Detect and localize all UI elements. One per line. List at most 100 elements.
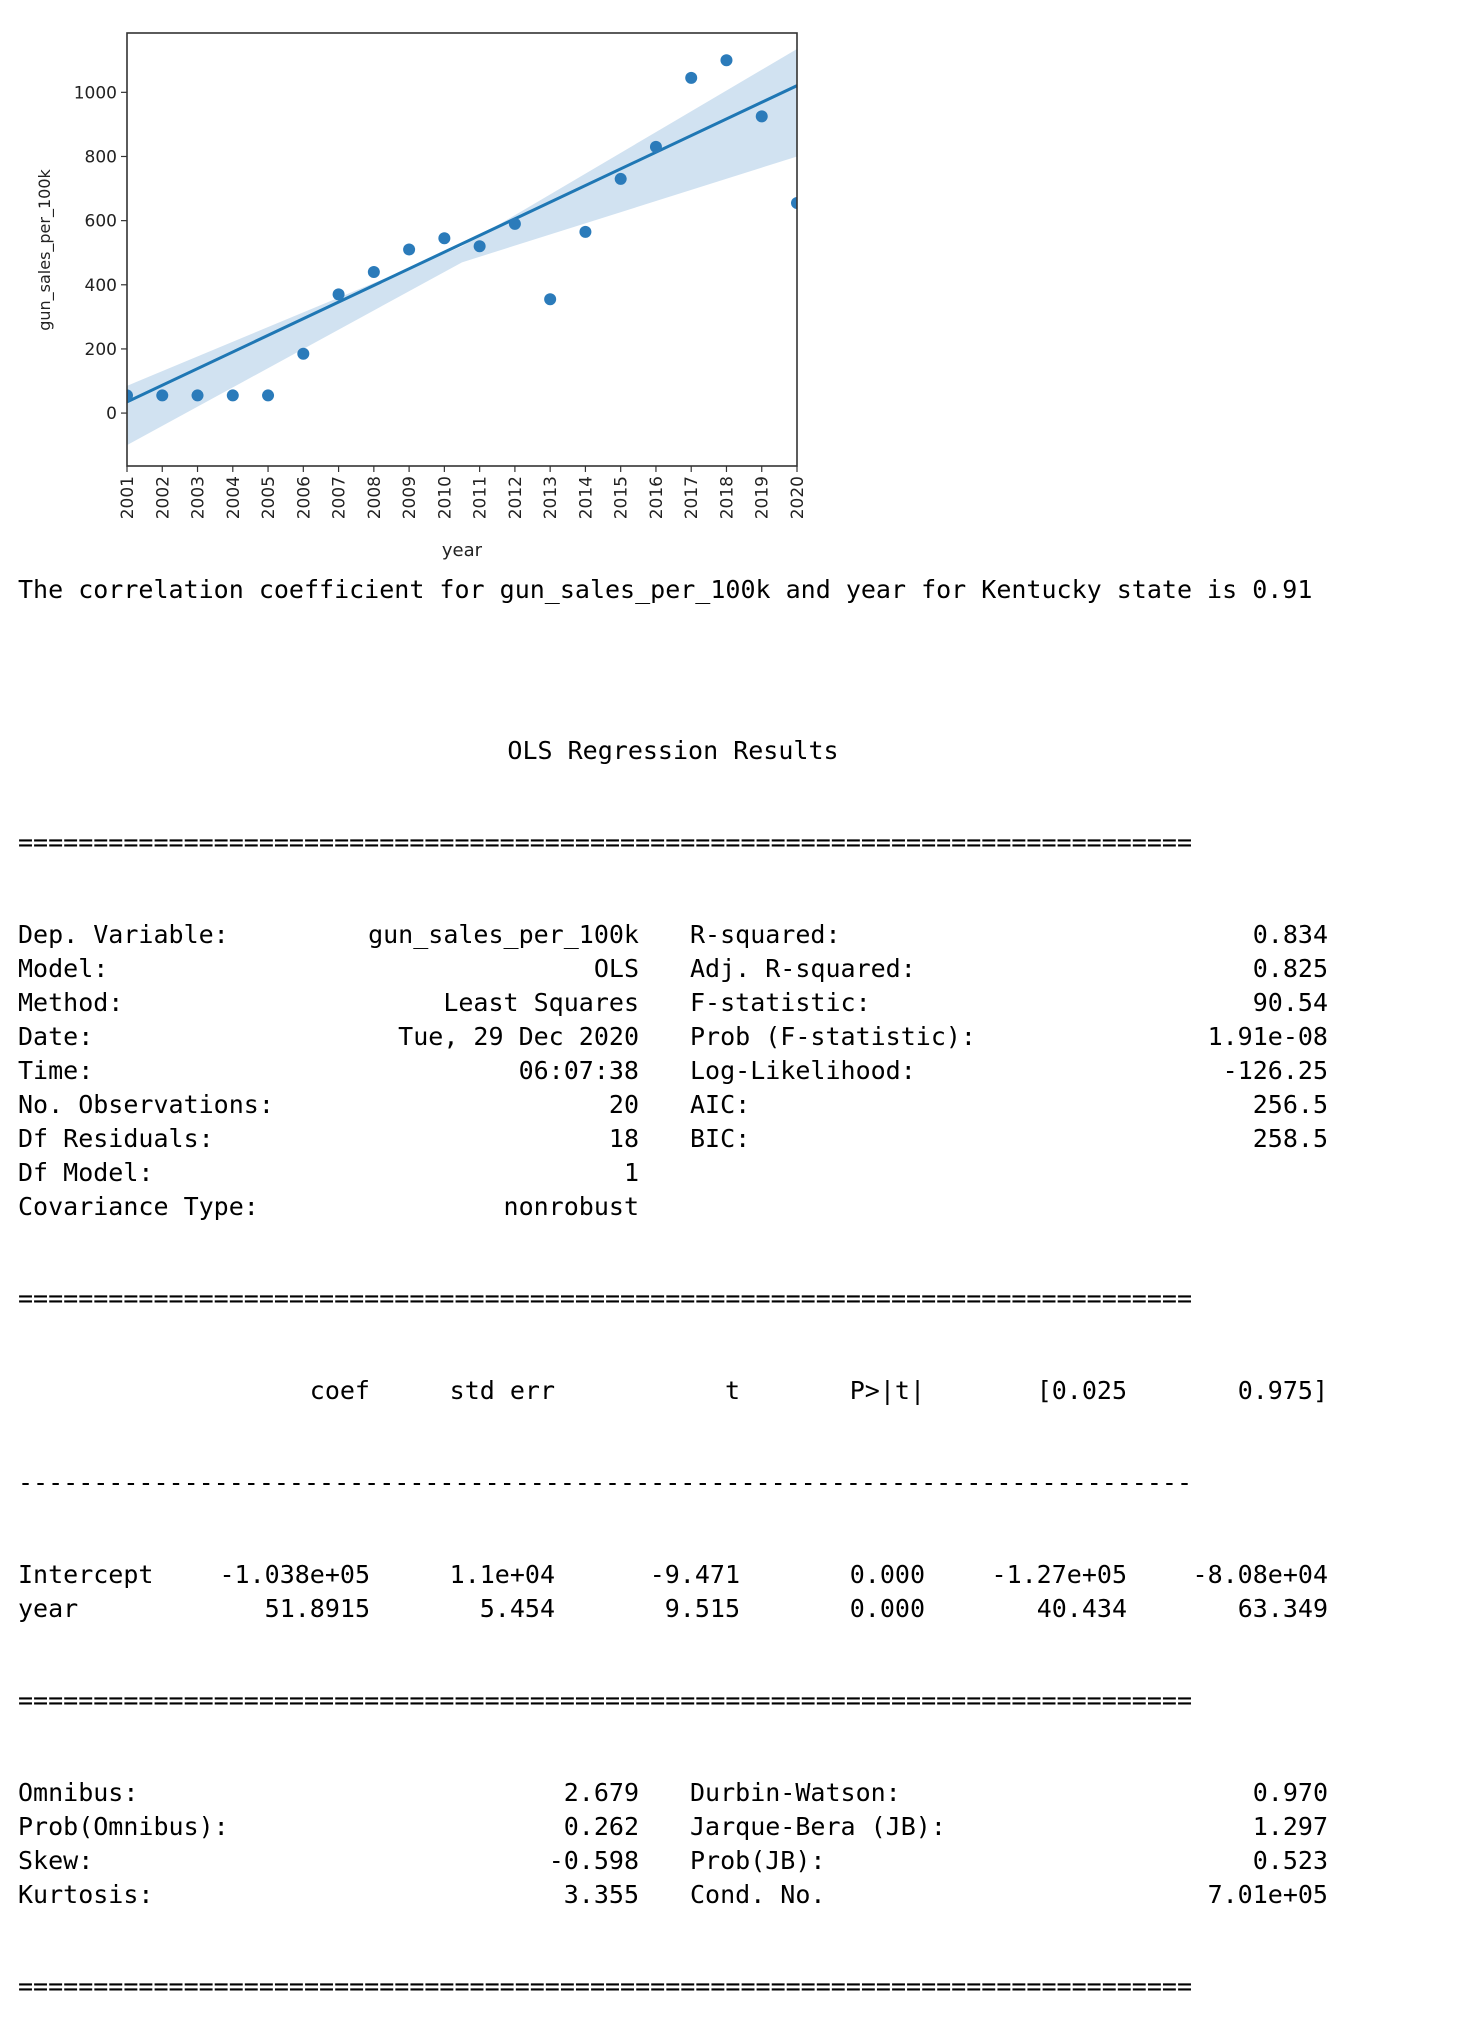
data-point — [544, 293, 557, 306]
y-tick-label: 1000 — [74, 83, 117, 103]
stat-label: Durbin-Watson: — [690, 1778, 901, 1807]
data-point — [579, 225, 592, 238]
stat-value: 258.5 — [1252, 1124, 1328, 1153]
stat-label: Jarque-Bera (JB): — [690, 1812, 946, 1841]
stat-label: Omnibus: — [18, 1778, 139, 1807]
x-tick-label: 2010 — [435, 476, 455, 519]
model-info-table: Dep. Variable: gun_sales_per_100k R-square… — [18, 918, 1328, 1224]
x-axis-label: year — [442, 540, 483, 561]
coef-cell: 0.000 — [849, 1560, 925, 1589]
stat-label: No. Observations: — [18, 1090, 274, 1119]
x-tick-label: 2018 — [717, 476, 737, 519]
x-tick-label: 2013 — [541, 476, 561, 519]
regression-plot: 0 200 400 600 800 1000 2001 2002 2003 2004 2005 20… — [35, 32, 808, 561]
stat-value: OLS — [593, 954, 639, 983]
data-point — [156, 389, 169, 402]
x-tick-label: 2014 — [576, 476, 596, 519]
y-tick-label: 400 — [85, 276, 117, 296]
stat-value: Tue, 29 Dec 2020 — [398, 1022, 639, 1051]
stat-label: Adj. R-squared: — [690, 954, 916, 983]
stat-value: 7.01e+05 — [1207, 1880, 1328, 1909]
plot-frame — [126, 32, 798, 467]
stat-label: Df Residuals: — [18, 1124, 214, 1153]
model-info-row: Df Model: 1 — [18, 1156, 1328, 1190]
ci-upper-header: 0.975] — [1237, 1376, 1328, 1405]
model-info-row: Covariance Type: nonrobust — [18, 1190, 1328, 1224]
x-tick-label: 2009 — [400, 476, 420, 519]
coef-header: coef — [309, 1376, 370, 1405]
stat-label: Df Model: — [18, 1158, 154, 1187]
coef-cell: 63.349 — [1237, 1594, 1328, 1623]
data-point — [508, 217, 521, 230]
double-separator: ========================================… — [18, 1686, 1192, 1715]
stat-label: Model: — [18, 954, 109, 983]
stat-value: 18 — [608, 1124, 639, 1153]
data-point — [403, 243, 416, 256]
data-point — [332, 288, 345, 301]
stat-value: 06:07:38 — [518, 1056, 639, 1085]
diagnostics-row: Kurtosis: 3.355 Cond. No. 7.01e+05 — [18, 1878, 1328, 1912]
stat-label: Time: — [18, 1056, 94, 1085]
x-tick-label: 2011 — [471, 476, 491, 519]
coef-cell: -1.27e+05 — [991, 1560, 1127, 1589]
coefficient-row: year 51.8915 5.454 9.515 0.000 40.434 63.349 — [18, 1592, 1328, 1626]
stat-value: 0.970 — [1252, 1778, 1328, 1807]
y-tick-label: 0 — [106, 404, 117, 424]
regression-line — [127, 84, 797, 404]
term-name: year — [18, 1594, 79, 1623]
x-tick-label: 2001 — [118, 476, 138, 519]
stat-label: BIC: — [690, 1124, 751, 1153]
stat-value: Least Squares — [443, 988, 639, 1017]
data-point — [262, 389, 275, 402]
stat-value: 1 — [623, 1158, 639, 1187]
model-info-row: Dep. Variable: gun_sales_per_100k R-square… — [18, 918, 1328, 952]
stat-value: 0.523 — [1252, 1846, 1328, 1875]
stat-value: 20 — [608, 1090, 639, 1119]
x-tick-label: 2008 — [365, 476, 385, 519]
stat-label: Covariance Type: — [18, 1192, 259, 1221]
diagnostics-row: Omnibus: 2.679 Durbin-Watson: 0.970 — [18, 1776, 1328, 1810]
x-tick-label: 2015 — [612, 476, 632, 519]
stat-label: Prob (F-statistic): — [690, 1022, 976, 1051]
diagnostics-row: Prob(Omnibus): 0.262 Jarque-Bera (JB): 1.29… — [18, 1810, 1328, 1844]
x-tick-label: 2005 — [259, 476, 279, 519]
stat-label: Dep. Variable: — [18, 920, 229, 949]
stat-value: 0.262 — [563, 1812, 639, 1841]
stat-label: Kurtosis: — [18, 1880, 154, 1909]
y-tick-label: 800 — [85, 147, 117, 167]
x-tick-label: 2017 — [682, 476, 702, 519]
correlation-text: The correlation coefficient for gun_sale… — [18, 575, 1313, 604]
ols-summary: OLS Regression Results =================… — [18, 676, 1328, 2033]
stat-value: 0.834 — [1252, 920, 1328, 949]
data-point — [438, 232, 451, 245]
stat-value: 3.355 — [563, 1880, 639, 1909]
confidence-band — [127, 49, 797, 446]
data-point — [191, 389, 204, 402]
stat-label: R-squared: — [690, 920, 841, 949]
double-separator: ========================================… — [18, 828, 1192, 857]
diagnostics-row: Skew: -0.598 Prob(JB): 0.523 — [18, 1844, 1328, 1878]
stat-value: 256.5 — [1252, 1090, 1328, 1119]
x-tick-label: 2002 — [153, 476, 173, 519]
model-info-row: Time: 06:07:38 Log-Likelihood: -126.25 — [18, 1054, 1328, 1088]
x-tick-label: 2016 — [647, 476, 667, 519]
stat-value: 2.679 — [563, 1778, 639, 1807]
data-point — [297, 347, 310, 360]
coef-cell: 9.515 — [664, 1594, 740, 1623]
stat-value: gun_sales_per_100k — [368, 920, 639, 949]
y-tick-label: 600 — [85, 212, 117, 232]
data-point — [614, 172, 627, 185]
single-separator: ----------------------------------------… — [18, 1468, 1192, 1497]
ols-title: OLS Regression Results — [507, 736, 839, 765]
x-tick-label: 2003 — [189, 476, 209, 519]
x-tick-label: 2007 — [330, 476, 350, 519]
double-separator: ========================================… — [18, 1972, 1192, 2001]
y-tick-label: 200 — [85, 340, 117, 360]
stat-value: 1.297 — [1252, 1812, 1328, 1841]
stat-label: Log-Likelihood: — [690, 1056, 916, 1085]
model-info-row: Method: Least Squares F-statistic: 90.54 — [18, 986, 1328, 1020]
coef-cell: 5.454 — [479, 1594, 555, 1623]
t-header: t — [724, 1376, 740, 1405]
stat-label: Method: — [18, 988, 124, 1017]
coef-cell: 1.1e+04 — [449, 1560, 555, 1589]
